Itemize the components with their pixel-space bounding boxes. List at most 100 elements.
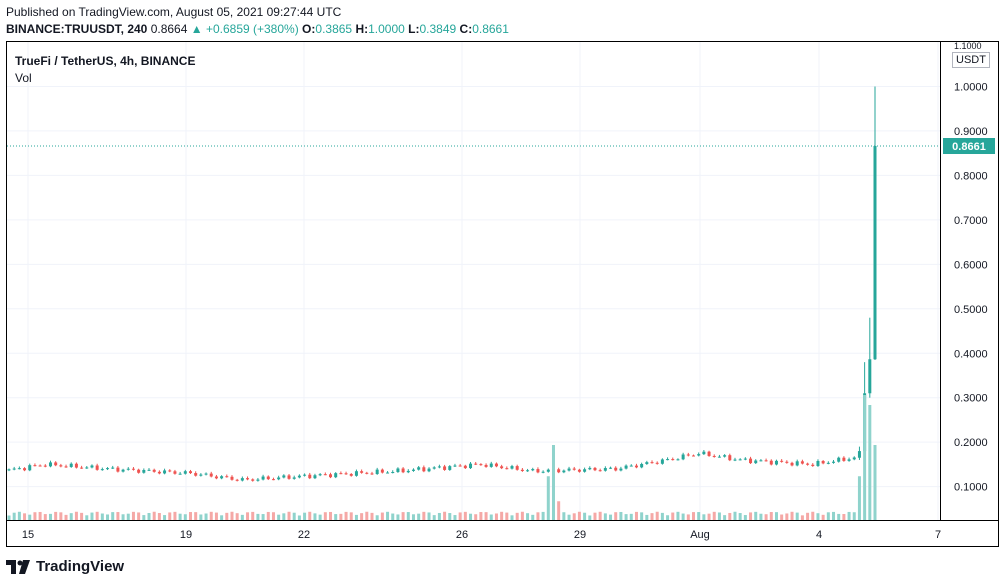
change-value: ▲ +0.6859 (+380%) <box>190 22 299 36</box>
volume-bar <box>619 511 623 520</box>
volume-bar <box>199 514 203 520</box>
candle-body <box>17 468 21 470</box>
volume-bar <box>520 511 524 520</box>
volume-bar <box>650 513 654 520</box>
volume-bar <box>375 515 379 520</box>
candle-body <box>85 467 89 469</box>
candle-body <box>629 465 633 467</box>
time-tick-label: 22 <box>298 529 310 541</box>
volume-bar <box>593 512 597 520</box>
price-tick-label: 0.4000 <box>954 348 988 360</box>
candle-body <box>147 469 151 471</box>
candle-body <box>391 472 395 474</box>
volume-bar <box>780 514 784 520</box>
candle-body <box>111 467 115 469</box>
last-price: 0.8664 <box>150 22 188 36</box>
candle-body <box>188 471 192 474</box>
candle-body <box>494 463 498 467</box>
volume-bar <box>220 515 224 520</box>
candle-body <box>12 468 16 470</box>
candle-body <box>427 468 431 472</box>
candle-body <box>126 468 130 470</box>
footer-brand[interactable]: TradingView <box>6 558 124 575</box>
candle-body <box>240 478 244 481</box>
volume-bar <box>660 512 664 520</box>
candle-body <box>396 468 400 473</box>
candle-body <box>505 468 509 470</box>
chart-pane[interactable] <box>6 41 941 521</box>
close-label: C: <box>459 22 473 36</box>
candle-body <box>90 465 94 468</box>
volume-bar <box>800 515 804 520</box>
price-axis[interactable] <box>941 41 999 521</box>
volume-bar <box>469 513 473 520</box>
volume-bar <box>769 512 773 520</box>
volume-bar <box>292 512 296 520</box>
candle-body <box>339 473 343 475</box>
time-tick-label: 19 <box>180 529 192 541</box>
candle-body <box>531 469 535 471</box>
currency-badge[interactable]: USDT <box>952 52 990 68</box>
volume-bar <box>126 513 130 520</box>
candle-body <box>323 474 327 476</box>
volume-bar <box>297 515 301 520</box>
candle-body <box>806 463 810 465</box>
volume-bar <box>868 405 872 520</box>
open-label: O: <box>302 22 316 36</box>
volume-bar <box>256 513 260 520</box>
volume-bar <box>443 511 447 520</box>
candle-body <box>54 462 58 466</box>
volume-bar <box>598 511 602 520</box>
volume-bar <box>74 511 78 520</box>
candle-body <box>650 462 654 464</box>
candle-body <box>541 471 545 473</box>
candle-body <box>500 466 504 469</box>
candle-body <box>728 455 732 461</box>
volume-bar <box>417 513 421 520</box>
volume-bar <box>448 513 452 520</box>
volume-bar <box>640 512 644 520</box>
candle-body <box>619 468 623 471</box>
candle-body <box>349 473 353 476</box>
volume-bar <box>365 511 369 520</box>
volume-bar <box>671 512 675 520</box>
volume-bar <box>821 514 825 520</box>
volume-bar <box>422 511 426 520</box>
candle-body <box>738 459 742 461</box>
candle-body <box>220 476 224 479</box>
volume-bar <box>95 511 99 520</box>
candle-body <box>821 460 825 464</box>
candle-body <box>666 459 670 461</box>
price-tick-label: 0.6000 <box>954 259 988 271</box>
legend-title: TrueFi / TetherUS, 4h, BINANCE <box>15 54 196 68</box>
volume-bar <box>282 513 286 520</box>
candle-body <box>536 469 540 473</box>
last-price-badge <box>943 138 995 155</box>
price-tick-label: 0.1000 <box>954 482 988 494</box>
volume-bar <box>790 511 794 520</box>
volume-bar <box>754 511 758 520</box>
volume-bar <box>80 512 84 520</box>
candle-body <box>707 451 711 456</box>
candle-body <box>660 459 664 464</box>
volume-bar <box>702 514 706 520</box>
candle-body <box>214 476 218 479</box>
volume-bar <box>484 512 488 520</box>
time-axis[interactable] <box>6 521 999 547</box>
volume-bar <box>12 512 16 520</box>
candle-body <box>640 464 644 468</box>
candle-body <box>686 454 690 456</box>
candle-body <box>266 476 270 480</box>
volume-bar <box>131 511 135 520</box>
volume-bar <box>163 515 167 520</box>
volume-bar <box>842 514 846 520</box>
candle-body <box>297 475 301 478</box>
candle-body <box>873 146 877 360</box>
candle-body <box>370 473 374 475</box>
volume-bar <box>204 513 208 520</box>
low-label: L: <box>408 22 420 36</box>
ohlc-line: BINANCE:TRUUSDT, 240 0.8664 ▲ +0.6859 (+… <box>6 22 509 36</box>
candle-body <box>303 474 307 476</box>
volume-bar <box>225 512 229 520</box>
volume-bar <box>806 512 810 520</box>
